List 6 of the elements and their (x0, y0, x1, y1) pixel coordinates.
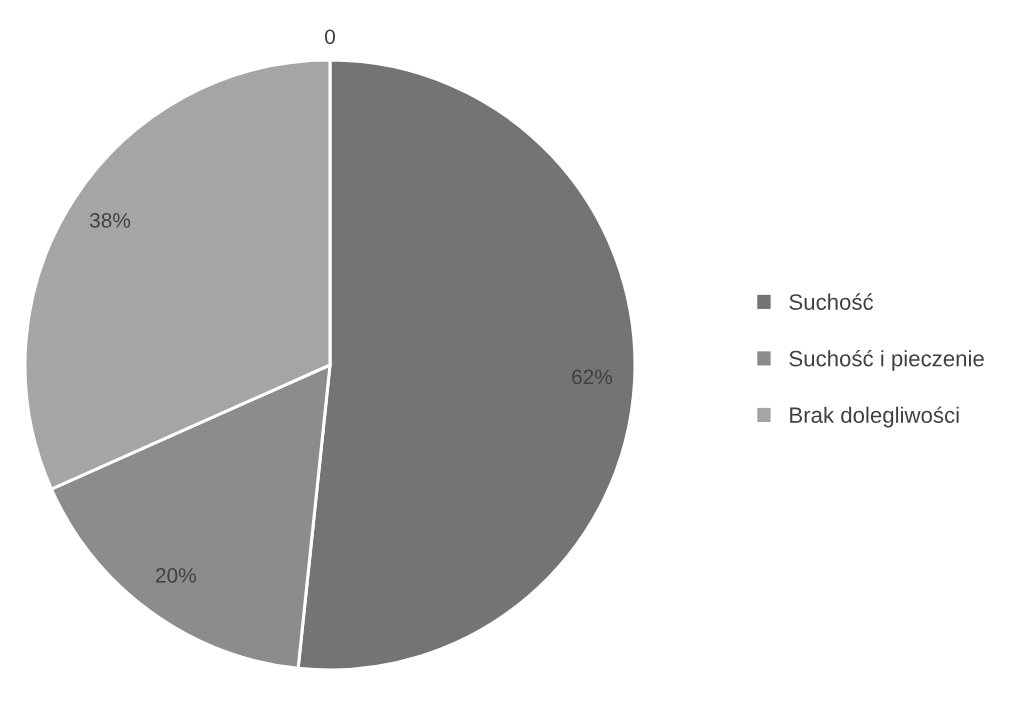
data-label: 20% (156, 568, 196, 583)
data-label: 38% (89, 212, 131, 228)
legend-label: Brak dolegliwości (790, 406, 959, 428)
text: 0 (325, 29, 335, 45)
legend-label: Suchość (789, 293, 874, 310)
legend-label: Suchość i pieczenie (789, 349, 984, 371)
